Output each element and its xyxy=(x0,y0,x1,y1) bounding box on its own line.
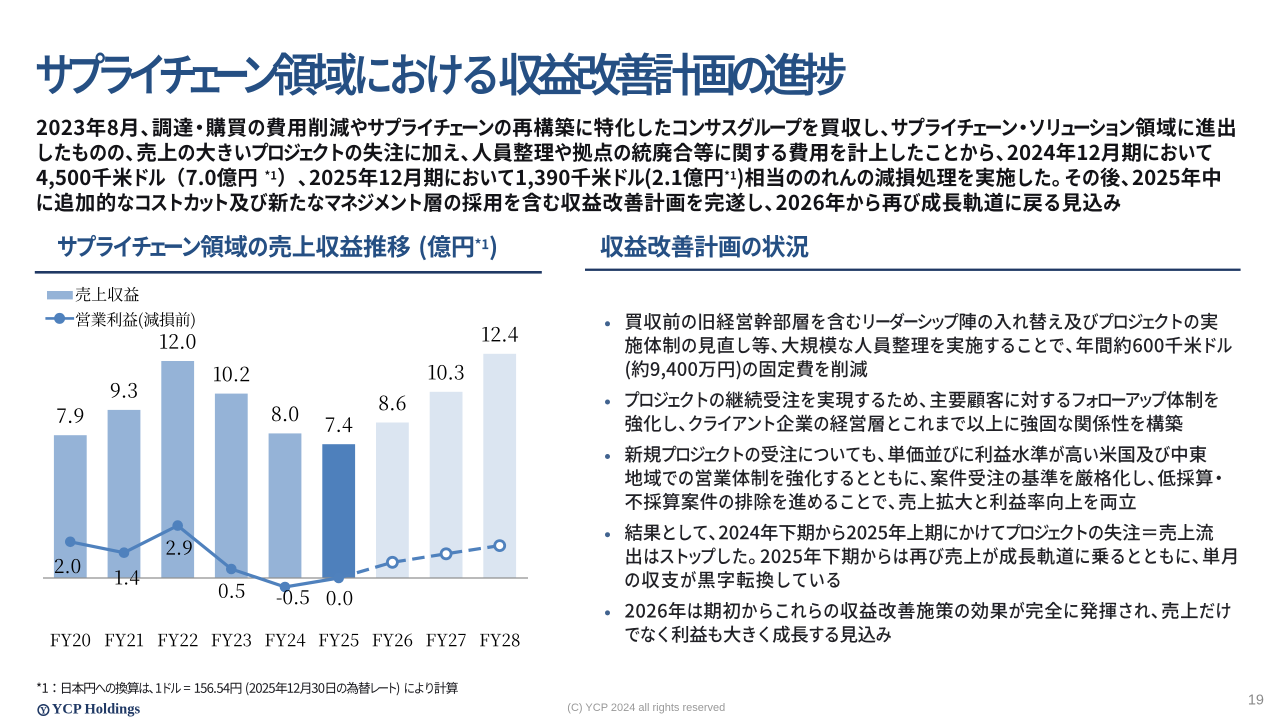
svg-text:19: 19 xyxy=(1248,692,1264,708)
svg-text:YCP Holdings: YCP Holdings xyxy=(52,702,141,718)
svg-text:(C) YCP 2024 all rights reserv: (C) YCP 2024 all rights reserved xyxy=(567,702,725,714)
svg-text:Y: Y xyxy=(40,707,47,717)
